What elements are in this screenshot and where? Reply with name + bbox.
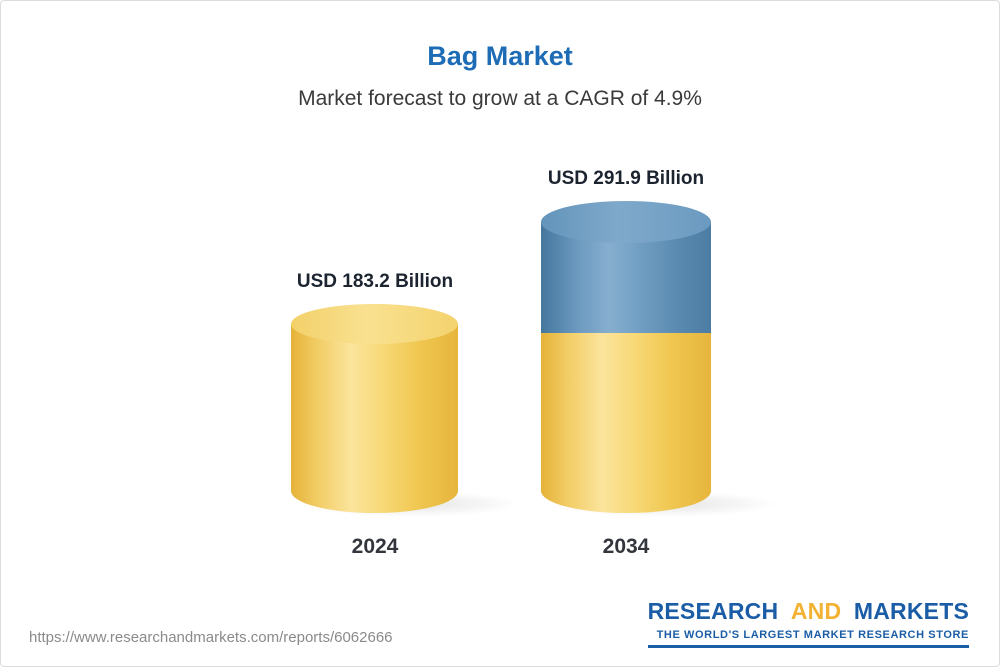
- logo-word-markets: MARKETS: [853, 598, 969, 624]
- report-url-link[interactable]: https://www.researchandmarkets.com/repor…: [29, 629, 393, 646]
- logo-underline: [647, 645, 969, 648]
- research-and-markets-logo: RESEARCH AND MARKETS THE WORLD'S LARGEST…: [647, 598, 969, 648]
- x-tick-2034: 2034: [602, 535, 650, 558]
- value-label-2034: USD 291.9 Billion: [547, 168, 705, 189]
- bar-2034-base-segment: [541, 331, 711, 513]
- chart-title: Bag Market: [427, 41, 573, 71]
- logo-tagline: THE WORLD'S LARGEST MARKET RESEARCH STOR…: [656, 629, 969, 641]
- x-tick-2024: 2024: [351, 535, 399, 558]
- chart-subtitle: Market forecast to grow at a CAGR of 4.9…: [298, 87, 702, 110]
- bar-2024-top-face: [291, 304, 458, 344]
- bar-2024: [291, 324, 458, 513]
- bar-2034-top-face: [541, 201, 711, 243]
- logo-wordmark: RESEARCH AND MARKETS: [648, 598, 969, 625]
- logo-word-research: RESEARCH: [647, 598, 779, 624]
- logo-word-and: AND: [790, 598, 842, 624]
- value-label-2024: USD 183.2 Billion: [296, 271, 454, 292]
